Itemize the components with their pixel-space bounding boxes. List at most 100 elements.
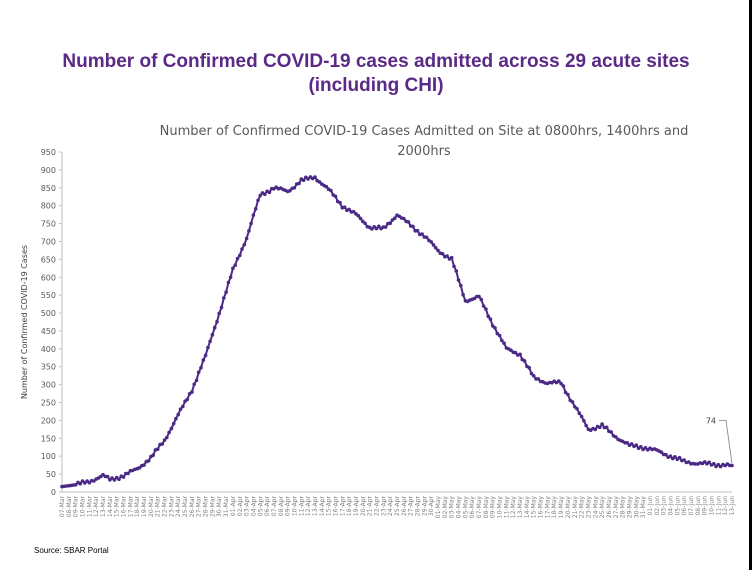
x-tick-label: 14-May [524,496,531,519]
y-axis-label: Number of Confirmed COVID-19 Cases [20,245,29,399]
series-point [436,248,440,253]
series-point [707,460,711,465]
series-point [242,242,247,247]
series-point [388,221,393,225]
series-point [329,188,333,193]
annotation-group: 74 [706,417,733,464]
series-point [406,220,411,224]
series-point [176,412,180,417]
y-tick-label: 50 [46,470,56,479]
x-tick-label: 31-May [640,496,647,519]
series-point [584,423,588,428]
x-tick-label: 07-Mar [59,495,66,517]
x-tick-label: 15-Apr [326,495,333,516]
series-point [162,438,167,442]
x-tick-label: 20-May [565,496,572,519]
series-point [301,178,306,182]
series-point [639,445,643,449]
series-point [231,266,235,271]
x-tick-label: 10-Jun [709,496,716,516]
series-point [240,247,244,251]
x-tick-label: 28-May [620,496,627,519]
x-tick-label: 01-Apr [230,495,237,516]
source-note: Source: SBAR Portal [34,546,109,555]
x-tick-label: 11-Mar [86,495,93,517]
x-tick-label: 27-May [613,496,620,519]
series-point [600,422,604,426]
data-label-leader [719,420,733,464]
series-point [518,352,522,357]
x-tick-label: 02-May [442,496,449,519]
series-point [215,319,219,324]
x-tick-label: 17-Apr [339,495,346,516]
series-point [456,278,461,282]
x-tick-label: 15-May [531,496,538,519]
series-point [267,190,272,195]
x-tick-label: 14-Apr [319,495,326,516]
series-point [358,216,363,221]
series-point [629,442,634,446]
series-point [206,345,210,350]
x-tick-label: 21-Apr [367,495,374,516]
series-point [258,193,263,198]
series-point [479,297,484,302]
x-tick-label: 28-Mar [203,495,210,517]
series-point [502,341,506,346]
series-point [203,353,208,358]
x-tick-label: 04-Apr [250,495,257,516]
series-point [392,216,397,221]
x-tick-label: 05-Jun [674,496,681,516]
series-point [659,450,664,455]
x-tick-label: 13-May [517,496,524,519]
series-point [333,194,338,199]
series-point [484,307,488,311]
slide-title-line1: Number of Confirmed COVID-19 cases admit… [62,51,690,72]
x-tick-label: 09-Apr [285,495,292,516]
x-tick-label: 12-Apr [305,495,312,516]
x-tick-label: 17-Mar [127,495,134,517]
series-point [582,419,586,423]
x-tick-label: 18-Apr [346,495,353,516]
slide-title-line2: (including CHI) [308,75,444,96]
series-point [609,430,613,434]
x-tick-label: 22-May [579,496,586,519]
y-tick-label: 400 [41,345,56,354]
series-point [529,371,534,376]
x-tick-label: 31-Mar [223,495,230,517]
x-tick-label: 10-Mar [80,495,87,517]
x-tick-label: 04-May [456,496,463,519]
x-tick-label: 03-Apr [244,495,251,516]
x-tick-label: 02-Jun [654,496,661,516]
series-point [424,235,429,240]
x-tick-label: 05-Apr [257,495,264,516]
series-point [497,333,502,338]
data-label: 74 [706,417,716,426]
series-point [531,374,536,378]
y-tick-label: 0 [51,488,56,497]
x-tick-label: 27-Apr [408,495,415,516]
series-point [536,377,541,381]
x-tick-label: 07-Jun [688,496,695,516]
series-point [593,427,598,432]
series-point [664,452,668,457]
x-tick-label: 09-Mar [73,495,80,517]
series-point [201,358,206,362]
series-point [377,224,381,229]
x-tick-label: 03-Jun [661,496,668,516]
series-point [634,443,639,448]
series-point [146,459,151,463]
x-tick-label: 16-Mar [121,495,128,517]
x-tick-label: 09-Jun [702,496,709,516]
slide-edge [749,0,752,570]
series-point [233,263,237,268]
series-point [579,414,584,419]
series-point [288,188,292,193]
series-point [324,184,329,189]
series-point [445,254,449,258]
x-tick-labels: 07-Mar 08-Mar 09-Mar 10-Mar 11-Mar 12-Mar 13-M… [59,495,736,518]
y-tick-label: 800 [41,202,56,211]
series-point [249,221,253,226]
series-point [210,333,215,337]
x-tick-label: 20-Apr [360,495,367,516]
series-point [570,400,575,404]
